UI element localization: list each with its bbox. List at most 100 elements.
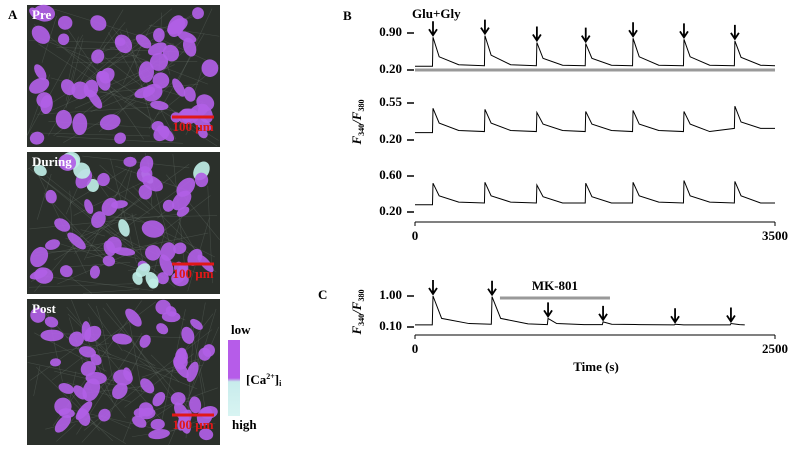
y-axis-label: F340/F380 [349, 290, 366, 336]
stimulus-arrow [428, 21, 438, 37]
cell [54, 218, 71, 232]
x-tick-label: 0 [412, 228, 419, 243]
process [29, 283, 134, 288]
cell [59, 265, 73, 278]
cell [174, 402, 190, 422]
cell [54, 397, 72, 415]
cell [111, 200, 128, 209]
colorbar-high: high [232, 417, 257, 432]
cell [157, 272, 169, 285]
cell [173, 242, 187, 255]
cell [183, 86, 196, 102]
cell [34, 64, 47, 81]
cell [31, 25, 51, 44]
process [69, 214, 137, 242]
cell [45, 189, 57, 204]
cell [34, 267, 54, 284]
process [178, 221, 195, 250]
cell [156, 323, 169, 335]
y-axis-label-part: 340 [357, 314, 366, 326]
cell [98, 408, 111, 422]
cell [68, 331, 84, 347]
stimulus-arrow [543, 302, 553, 319]
image-label: Pre [32, 7, 51, 22]
cell [33, 4, 56, 22]
trace [415, 35, 776, 67]
trace [415, 105, 775, 134]
cell [199, 428, 214, 441]
process [45, 414, 103, 430]
cell [172, 190, 192, 211]
cell [140, 378, 155, 394]
cell [90, 353, 102, 366]
cell [118, 219, 130, 237]
cell [152, 72, 170, 89]
cell [83, 79, 99, 98]
process [161, 309, 186, 422]
y-axis-label-part: 340 [357, 124, 366, 136]
cell [55, 109, 72, 130]
cell [177, 31, 197, 43]
cell [186, 361, 199, 382]
y-axis-label-part: 380 [357, 100, 366, 112]
cell [125, 308, 142, 327]
cell [152, 392, 166, 407]
panel-label: C [318, 287, 327, 302]
process [97, 383, 126, 419]
cell [138, 61, 155, 83]
cell [153, 125, 170, 142]
process [106, 303, 182, 411]
x-tick-label: 2500 [762, 341, 788, 356]
cell [99, 114, 121, 131]
process [28, 168, 147, 259]
cell [148, 429, 170, 440]
process [43, 192, 106, 262]
process [108, 32, 136, 78]
process [141, 357, 203, 378]
process [62, 261, 131, 268]
cell [49, 358, 62, 367]
cell [96, 70, 111, 91]
process [80, 229, 106, 237]
cell [97, 172, 110, 187]
x-tick-label: 0 [412, 341, 419, 356]
cell [123, 367, 133, 381]
cell [194, 172, 209, 188]
cell [162, 199, 175, 212]
cell [139, 334, 151, 348]
process [26, 34, 84, 136]
cell [54, 414, 72, 433]
process [139, 360, 158, 374]
y-tick-label: 0.55 [379, 94, 402, 109]
cell [29, 77, 50, 94]
cell [91, 211, 106, 228]
y-axis-label: F340/F380 [349, 100, 366, 146]
process [33, 365, 41, 397]
process [172, 154, 187, 282]
cell [123, 156, 137, 167]
y-tick-label: 0.20 [379, 61, 402, 76]
trace [415, 295, 745, 326]
cell [147, 42, 167, 56]
cell [198, 347, 212, 361]
y-axis-label-part: /F [349, 301, 364, 315]
cell [112, 333, 132, 345]
y-axis-label-part: F [349, 325, 364, 335]
cell [82, 378, 101, 402]
process [129, 321, 143, 392]
cell [192, 7, 204, 20]
cell [145, 272, 159, 288]
process [63, 101, 137, 143]
process [119, 170, 132, 225]
process [139, 399, 181, 428]
cell [57, 33, 70, 46]
cell [114, 132, 126, 144]
cell [181, 326, 195, 344]
stimulus-arrow [580, 27, 591, 44]
process [108, 215, 218, 219]
scale-bar-label: 100 µm [172, 417, 213, 432]
cell [81, 321, 92, 342]
process [35, 248, 161, 253]
cell [162, 44, 180, 62]
